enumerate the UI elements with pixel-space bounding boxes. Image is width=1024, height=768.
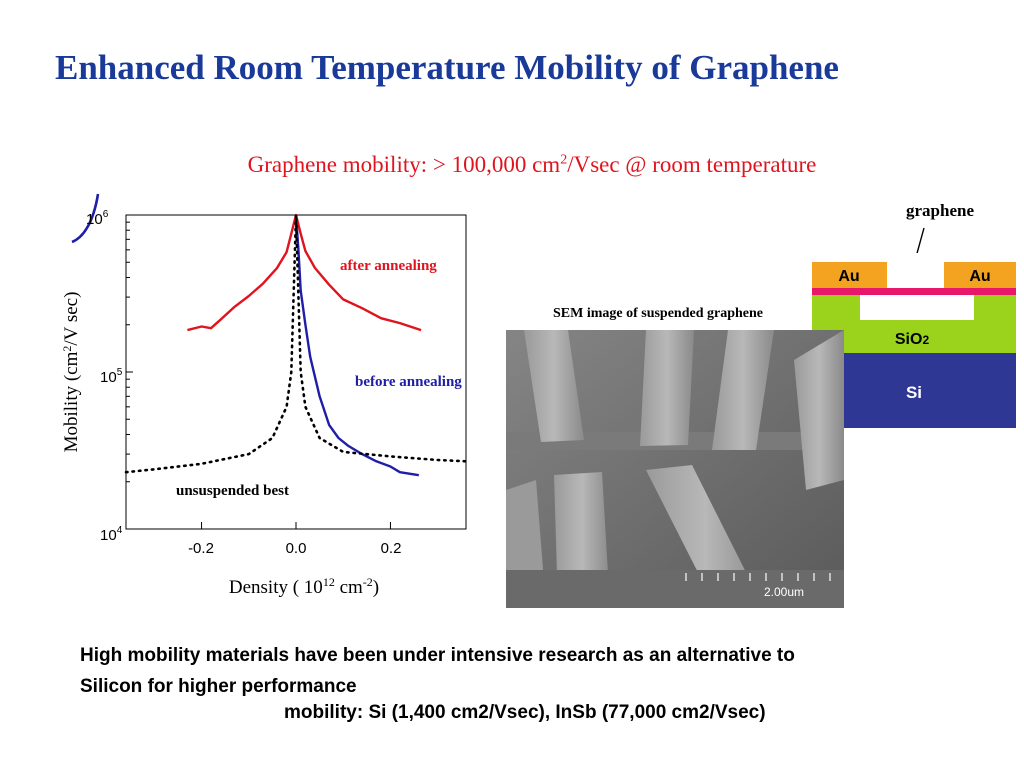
sem-scale-label: 2.00um xyxy=(764,585,804,599)
au-left-label: Au xyxy=(838,268,859,285)
axis-ticks xyxy=(126,214,391,530)
y-tick-label-10e4: 104 xyxy=(100,525,123,544)
sem-image: 2.00um xyxy=(506,330,844,608)
bottom-line-1: High mobility materials have been under … xyxy=(80,645,795,666)
au-right-contact xyxy=(944,262,1016,288)
x-tick-labels: -0.2 0.0 0.2 xyxy=(188,540,401,557)
subtitle-superscript: 2 xyxy=(560,152,568,168)
series-line-unsuspended-best xyxy=(124,213,468,474)
slide-subtitle: Graphene mobility: > 100,000 cm2/Vsec @ … xyxy=(0,152,1024,178)
y-tick-labels: 104 105 106 xyxy=(86,209,123,544)
sem-caption: SEM image of suspended graphene xyxy=(552,306,764,321)
y-axis-label: Mobility (cm2/V sec) xyxy=(60,292,82,453)
series-line-before-annealing xyxy=(294,214,419,477)
series-layer xyxy=(124,213,468,477)
x-tick-label-neg: -0.2 xyxy=(188,540,214,557)
sem-electrode xyxy=(524,330,584,442)
slide-title: Enhanced Room Temperature Mobility of Gr… xyxy=(55,48,839,87)
sio2-label: SiO2 xyxy=(895,331,930,348)
si-layer xyxy=(812,353,1016,428)
partial-curve-fragment xyxy=(71,193,100,244)
y-tick-label-10e5: 105 xyxy=(100,367,123,386)
bottom-statement: High mobility materials have been under … xyxy=(80,640,980,702)
y-tick-label-10e6: 106 xyxy=(86,209,109,228)
x-tick-label-zero: 0.0 xyxy=(286,540,307,557)
series-line-after-annealing xyxy=(187,213,422,332)
x-tick-label-pos: 0.2 xyxy=(381,540,402,557)
sem-electrode xyxy=(640,330,694,446)
series-label-unsuspended-best: unsuspended best xyxy=(176,483,289,499)
x-axis-label: Density ( 1012 cm-2) xyxy=(229,575,379,598)
sem-electrode xyxy=(712,330,774,450)
series-label-before-annealing: before annealing xyxy=(355,374,462,390)
trench xyxy=(860,295,974,320)
subtitle-text: Graphene mobility: > 100,000 cm xyxy=(247,152,561,177)
mobility-chart: 104 105 106 -0.2 0.0 0.2 after annealing… xyxy=(60,193,468,598)
sem-scale-bar xyxy=(685,573,831,581)
sem-electrode xyxy=(794,330,844,490)
sem-micrograph: 2.00um xyxy=(506,330,844,608)
series-label-after-annealing: after annealing xyxy=(340,258,437,274)
au-right-label: Au xyxy=(969,268,990,285)
graphene-layer xyxy=(812,288,1016,295)
graphene-pointer-label: graphene xyxy=(906,201,974,220)
subtitle-text-end: /Vsec @ room temperature xyxy=(567,152,817,177)
si-label: Si xyxy=(906,383,922,402)
bottom-line-2: Silicon for higher performance xyxy=(80,676,357,697)
bottom-mobility-values: mobility: Si (1,400 cm2/Vsec), InSb (77,… xyxy=(284,702,766,723)
au-left-contact xyxy=(812,262,887,288)
